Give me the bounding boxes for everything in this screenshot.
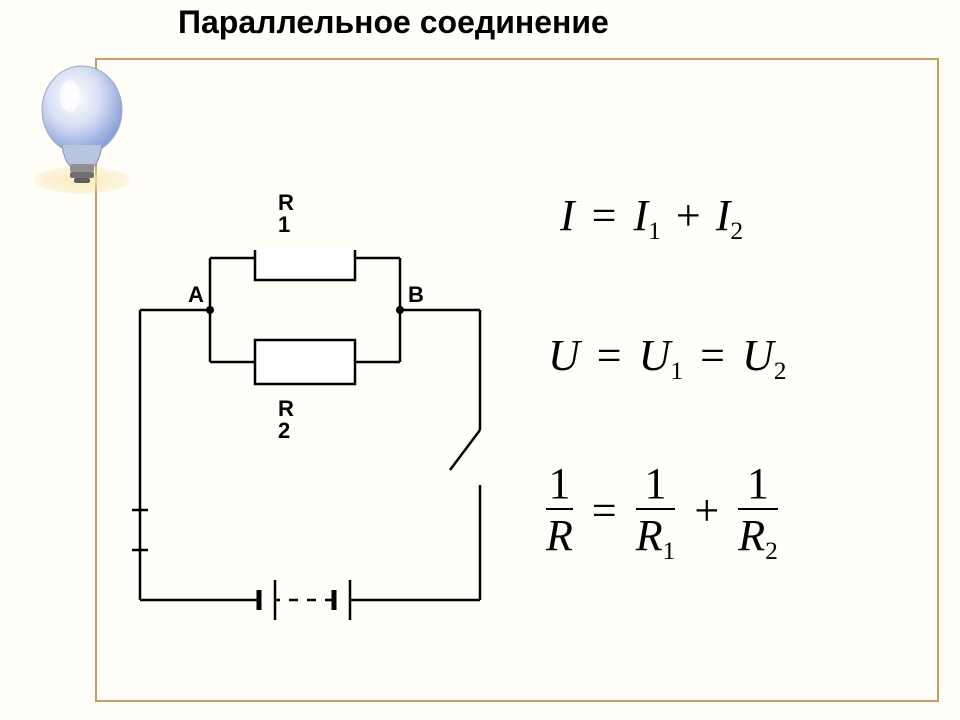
formula-voltage: U = U1 = U2 (548, 330, 787, 381)
formula-current: I = I1 + I2 (560, 190, 743, 241)
label-a: A (188, 282, 204, 308)
slide-title: Параллельное соединение (178, 4, 609, 41)
label-r2: R 2 (278, 398, 294, 442)
label-r1: R 1 (278, 192, 294, 236)
lightbulb-icon (22, 60, 142, 200)
slide-container: Параллельное соединение (0, 0, 960, 720)
circuit-schematic (120, 250, 500, 650)
formula-resistance: 1 R = 1 R1 + 1 R2 (540, 460, 784, 561)
label-b: B (408, 282, 424, 308)
